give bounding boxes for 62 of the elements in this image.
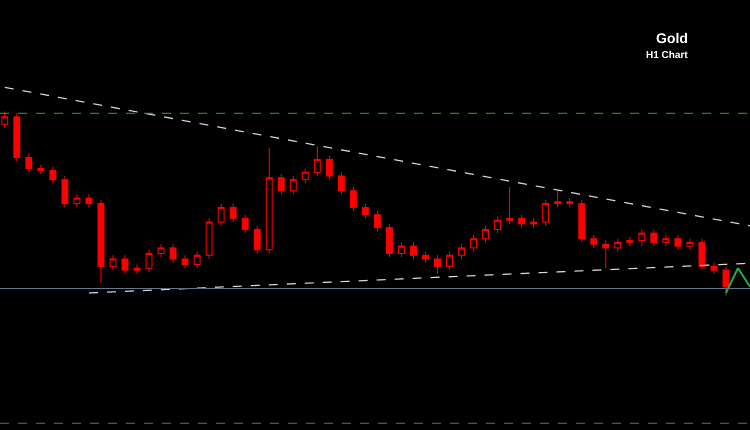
candlestick (61, 175, 68, 208)
candlestick (338, 172, 345, 195)
candlestick (542, 199, 550, 226)
candlestick (398, 242, 405, 258)
candlestick (590, 234, 598, 248)
candlestick (134, 264, 140, 274)
candlestick (698, 238, 706, 271)
candlestick (266, 148, 273, 254)
candlestick (638, 228, 646, 247)
candlestick (314, 146, 321, 176)
candlestick (422, 251, 429, 264)
candlestick (13, 112, 20, 162)
candlestick (494, 216, 502, 234)
candlestick (566, 198, 574, 208)
candlestick (242, 214, 249, 234)
chart-subtitle: H1 Chart (646, 50, 688, 61)
candlestick (362, 203, 369, 219)
candlestick (182, 254, 189, 269)
candlestick (482, 225, 490, 243)
candlestick (446, 251, 453, 271)
candlestick (518, 214, 526, 228)
candlestick (278, 174, 285, 195)
candlestick (37, 164, 44, 175)
candlestick (554, 190, 562, 208)
candlestick (218, 203, 225, 226)
candlestick (86, 194, 92, 208)
candlestick (530, 218, 538, 228)
candlestick (254, 225, 261, 254)
candlestick (602, 240, 610, 269)
candlestick (674, 234, 682, 250)
candlestick (578, 199, 586, 243)
candlestick (506, 186, 514, 224)
candlestick (170, 244, 177, 264)
candlestick (626, 236, 634, 247)
candlestick (158, 244, 164, 258)
candlestick (326, 155, 333, 180)
candlestick (49, 166, 56, 184)
candlestick (73, 194, 80, 208)
candlestick (302, 168, 309, 184)
candlestick (110, 254, 116, 271)
candlestick (614, 238, 622, 252)
candlestick (98, 199, 104, 284)
candlestick (722, 266, 730, 296)
candlestick (434, 254, 441, 274)
candlestick (374, 210, 381, 232)
candlestick (206, 218, 213, 260)
candlestick (194, 251, 201, 269)
candlestick (122, 254, 128, 274)
candlestick (230, 203, 237, 223)
candlestick (386, 223, 393, 258)
candlestick (25, 153, 32, 173)
chart-title: Gold (656, 30, 688, 46)
candlestick (350, 186, 357, 212)
candlestick (410, 242, 417, 260)
candlestick (290, 175, 297, 195)
candlestick (650, 228, 658, 247)
candlestick (686, 238, 694, 250)
candlestick (710, 262, 718, 274)
candlestick (662, 234, 670, 247)
candlestick (470, 234, 477, 252)
candlestick (458, 244, 465, 260)
candlestick (146, 249, 152, 272)
